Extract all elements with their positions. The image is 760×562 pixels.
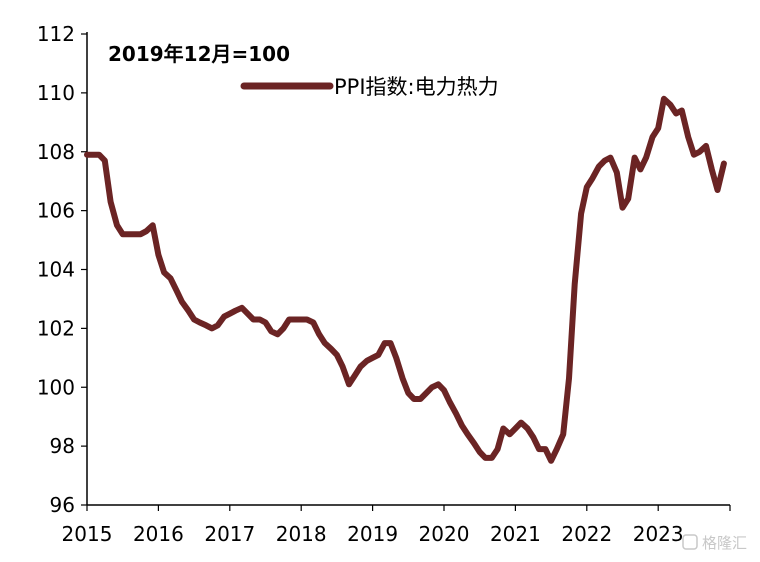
y-tick-label: 100 xyxy=(37,375,75,399)
y-ticks: 96 98 100 102 104 106 108 110 112 xyxy=(37,22,87,517)
y-tick-label: 110 xyxy=(37,81,75,105)
chart-annotation: 2019年12月=100 xyxy=(108,42,290,66)
x-tick-label: 2015 xyxy=(62,522,113,546)
x-tick-label: 2016 xyxy=(133,522,184,546)
x-tick-label: 2017 xyxy=(204,522,255,546)
y-tick-label: 106 xyxy=(37,199,75,223)
x-tick-label: 2018 xyxy=(276,522,327,546)
series-layer xyxy=(84,95,727,464)
y-tick-label: 98 xyxy=(50,434,75,458)
x-tick-label: 2019 xyxy=(347,522,398,546)
y-tick-label: 104 xyxy=(37,258,75,282)
watermark-logo-icon xyxy=(682,534,698,550)
x-tick-label: 2023 xyxy=(633,522,684,546)
y-tick-label: 102 xyxy=(37,316,75,340)
x-tick-label: 2021 xyxy=(490,522,541,546)
x-tick-label: 2020 xyxy=(419,522,470,546)
legend: PPI指数:电力热力 xyxy=(240,75,499,99)
x-tick-label: 2022 xyxy=(561,522,612,546)
watermark: 格隆汇 xyxy=(682,534,747,552)
y-tick-label: 108 xyxy=(37,140,75,164)
watermark-text: 格隆汇 xyxy=(702,534,747,552)
axes xyxy=(86,32,730,506)
y-tick-label: 112 xyxy=(37,22,75,46)
legend-label: PPI指数:电力热力 xyxy=(334,75,499,99)
y-tick-label: 96 xyxy=(50,493,75,517)
series-line-0 xyxy=(84,95,727,464)
x-ticks: 2015 2016 2017 2018 2019 2020 2021 2022 2023 xyxy=(62,505,731,546)
